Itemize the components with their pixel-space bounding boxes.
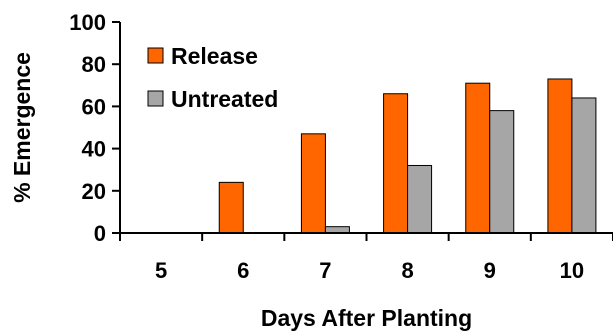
x-tick-label-7: 7: [319, 258, 331, 283]
bar-release-6: [218, 181, 244, 234]
y-tick-label-100: 100: [69, 10, 106, 35]
legend-swatch-untreated: [147, 90, 164, 107]
y-tick-label-80: 80: [82, 52, 106, 77]
bar-release-8: [383, 93, 409, 234]
legend-label-release: Release: [171, 43, 258, 69]
bar-untreated-10: [571, 97, 597, 234]
y-axis-title: % Emergence: [9, 52, 35, 203]
x-tick-label-10: 10: [560, 258, 584, 283]
bar-untreated-8: [407, 164, 433, 234]
ticks-group: 0 20 40 60 80 100 5 6 7 8 9 10: [69, 10, 613, 283]
bar-release-10: [547, 78, 573, 234]
y-tick-label-20: 20: [82, 179, 106, 204]
bar-untreated-9: [489, 110, 515, 234]
y-tick-label-40: 40: [82, 137, 106, 162]
x-tick-label-8: 8: [401, 258, 413, 283]
x-axis-title: Days After Planting: [261, 305, 472, 331]
legend-label-untreated: Untreated: [171, 86, 278, 112]
legend: Release Untreated: [147, 43, 278, 112]
x-tick-label-5: 5: [155, 258, 167, 283]
x-tick-label-9: 9: [484, 258, 496, 283]
bars-group: [218, 78, 597, 234]
y-tick-label-60: 60: [82, 94, 106, 119]
bar-release-7: [300, 133, 326, 234]
legend-swatch-release: [147, 47, 164, 64]
x-tick-label-6: 6: [237, 258, 249, 283]
bar-release-9: [465, 82, 491, 234]
y-tick-label-0: 0: [94, 221, 106, 246]
